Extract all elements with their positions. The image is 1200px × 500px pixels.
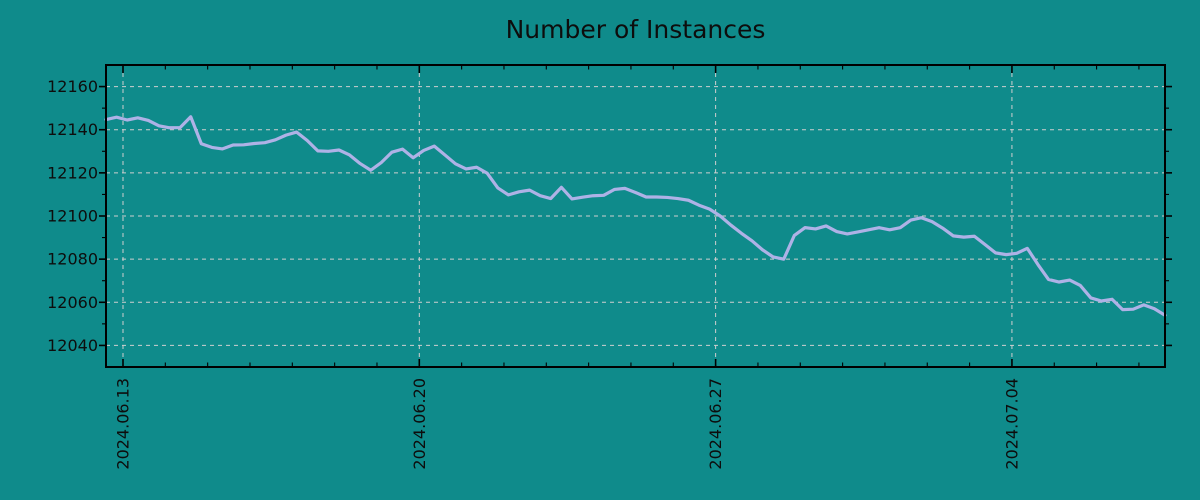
y-axis-tick-label: 12160 [47, 77, 98, 96]
x-axis-tick-label: 2024.06.27 [706, 378, 725, 470]
x-axis-tick-label: 2024.06.20 [410, 378, 429, 470]
chart-title: Number of Instances [505, 15, 766, 44]
y-axis-tick-label: 12120 [47, 163, 98, 182]
y-axis-tick-label: 12100 [47, 207, 98, 226]
data-line-instances [104, 115, 1167, 317]
y-axis-tick-label: 12140 [47, 120, 98, 139]
plot-border [105, 64, 1166, 368]
y-axis-tick-label: 12080 [47, 250, 98, 269]
y-axis-tick-label: 12060 [47, 293, 98, 312]
y-axis-tick-label: 12040 [47, 336, 98, 355]
x-axis-tick-label: 2024.07.04 [1002, 378, 1021, 470]
x-axis-tick-label: 2024.06.13 [113, 378, 132, 470]
